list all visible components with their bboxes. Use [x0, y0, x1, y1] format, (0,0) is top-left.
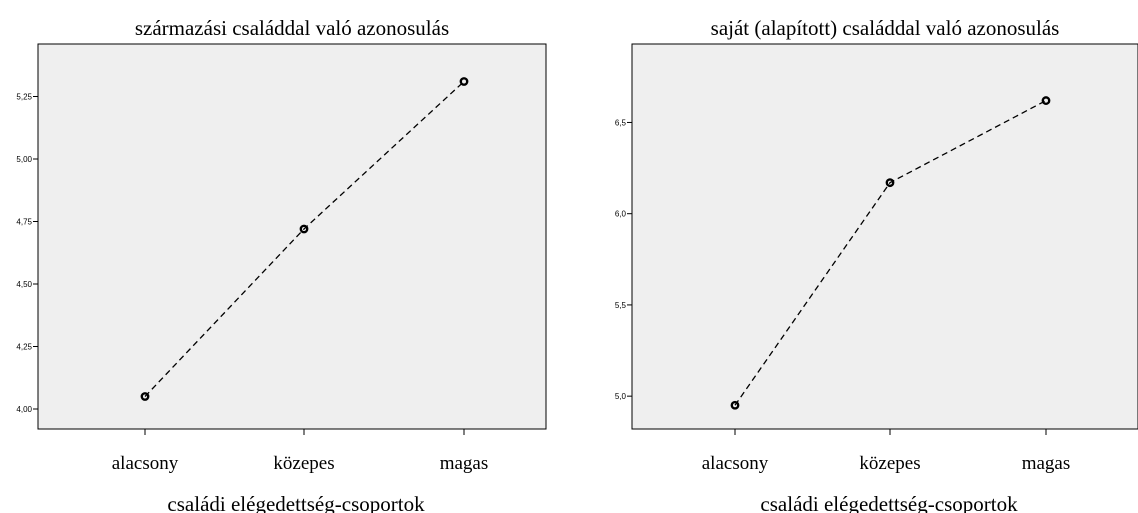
y-tick-label: 4,25 [16, 343, 32, 352]
chart-origin-family: származási családdal való azonosulás 4,00… [16, 16, 547, 513]
x-tick-label-alacsony: alacsony [702, 453, 769, 474]
data-point-alacsony [140, 392, 150, 401]
data-point-közepes [299, 224, 309, 234]
x-tick-label-közepes: közepes [859, 453, 920, 474]
y-tick-label: 5,0 [615, 392, 627, 401]
x-axis-label: családi elégedettség-csoportok [760, 492, 1018, 513]
x-tick-label-alacsony: alacsony [112, 453, 179, 474]
series-line [734, 99, 1047, 406]
data-point-magas [1041, 96, 1051, 105]
y-tick-label: 4,50 [16, 280, 32, 289]
y-tick-label: 5,00 [16, 155, 32, 164]
y-tick-label: 5,5 [615, 301, 627, 310]
x-axis-label: családi elégedettség-csoportok [167, 492, 425, 513]
data-point-közepes [885, 178, 895, 188]
data-point-alacsony [730, 400, 740, 410]
chart-own-family: saját (alapított) családdal való azonosu… [615, 16, 1138, 513]
x-tick-label-magas: magas [440, 453, 489, 474]
y-tick-label: 4,75 [16, 218, 32, 227]
data-point-magas [459, 77, 469, 86]
y-tick-label: 6,0 [615, 210, 627, 219]
y-tick-label: 5,25 [16, 93, 32, 102]
y-tick-label: 6,5 [615, 118, 627, 127]
plot-area [631, 43, 1138, 430]
y-tick-label: 4,00 [16, 405, 32, 414]
plot-area [37, 43, 547, 430]
series-line [144, 81, 465, 397]
chart-title: származási családdal való azonosulás [135, 16, 449, 40]
chart-title: saját (alapított) családdal való azonosu… [711, 16, 1060, 40]
x-tick-label-közepes: közepes [273, 453, 334, 474]
x-tick-label-magas: magas [1022, 453, 1071, 474]
